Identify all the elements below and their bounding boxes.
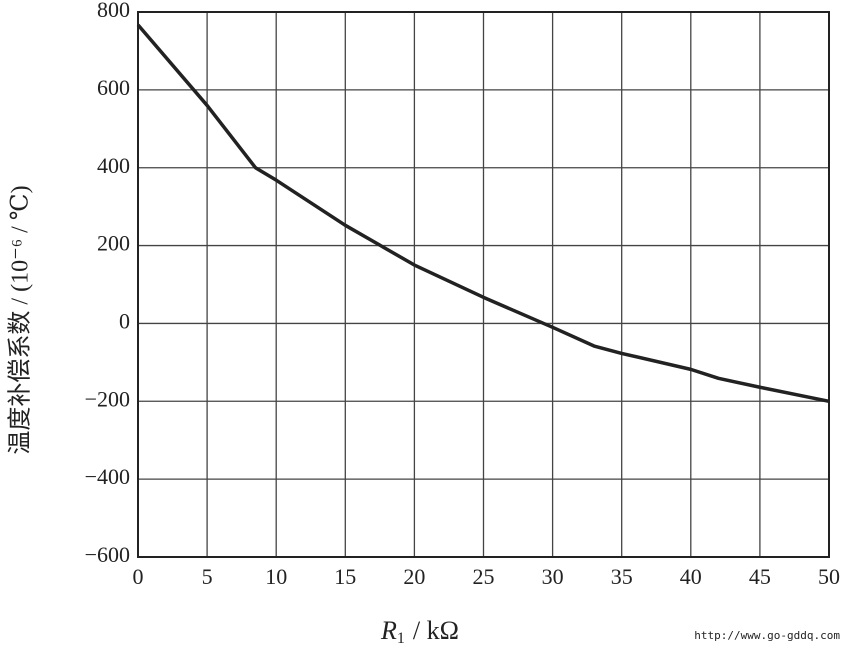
x-tick-label: 25	[473, 564, 495, 589]
x-tick-label: 5	[202, 564, 213, 589]
x-label-subscript: 1	[397, 630, 405, 647]
x-tick-label: 45	[749, 564, 771, 589]
x-label-unit: / kΩ	[413, 616, 459, 645]
y-tick-label: 800	[97, 0, 130, 22]
watermark: http://www.go-gddq.com	[694, 629, 840, 642]
x-tick-label: 20	[403, 564, 425, 589]
plot-frame	[137, 11, 830, 558]
x-axis-label: R1 / kΩ	[380, 616, 459, 647]
x-tick-label: 0	[133, 564, 144, 589]
data-line	[136, 23, 830, 404]
x-tick-label: 50	[818, 564, 840, 589]
x-tick-label: 40	[680, 564, 702, 589]
x-label-symbol: R	[380, 616, 397, 645]
x-tick-label: 15	[334, 564, 356, 589]
y-tick-label: 200	[97, 231, 130, 256]
y-tick-label: −600	[85, 542, 130, 567]
x-tick-label: 35	[611, 564, 633, 589]
y-axis-label: 温度补偿系数 / (10⁻⁶ / ℃)	[7, 185, 34, 454]
y-tick-label: −400	[85, 464, 130, 489]
x-tick-label: 30	[542, 564, 564, 589]
y-tick-label: 600	[97, 75, 130, 100]
y-tick-label: 0	[119, 308, 130, 333]
y-tick-label: 400	[97, 153, 130, 178]
y-tick-label: −200	[85, 386, 130, 411]
x-tick-label: 10	[265, 564, 287, 589]
